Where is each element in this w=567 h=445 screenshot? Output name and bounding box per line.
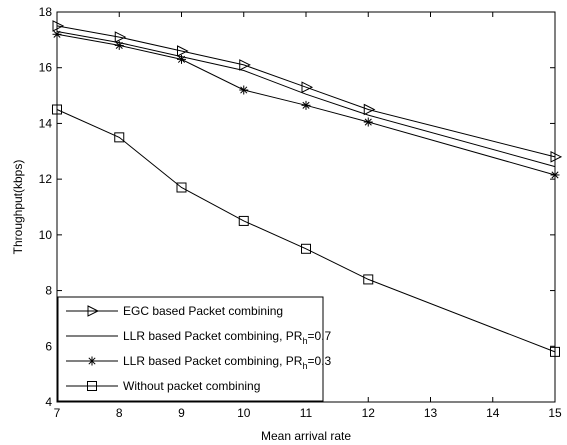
- series-line: [56, 25, 556, 158]
- data-point: [114, 132, 125, 143]
- legend-label: LLR based Packet combining, PRh=0.7: [123, 329, 331, 346]
- legend: EGC based Packet combining LLR based Pack…: [57, 296, 331, 402]
- data-point: [238, 215, 249, 226]
- legend-label-suffix: =0.7: [307, 329, 331, 343]
- x-tick-label: 8: [116, 406, 123, 420]
- x-tick-label: 7: [54, 406, 61, 420]
- legend-label-text: EGC based Packet combining: [123, 304, 283, 318]
- x-tick-label: 12: [362, 406, 376, 420]
- legend-label: Without packet combining: [123, 379, 260, 393]
- y-tick-label: 14: [39, 116, 53, 130]
- legend-marker: [87, 305, 100, 317]
- y-tick-label: 18: [39, 5, 53, 19]
- legend-item: LLR based Packet combining, PRh=0.3: [66, 354, 331, 371]
- legend-label-text: Without packet combining: [123, 379, 260, 393]
- legend-label-subscript: h: [302, 336, 307, 346]
- series-3: [52, 29, 560, 180]
- data-point: [239, 59, 251, 71]
- y-tick-label: 6: [45, 339, 52, 353]
- x-tick-label: 14: [486, 406, 500, 420]
- legend-label: LLR based Packet combining, PRh=0.3: [123, 354, 331, 371]
- y-tick-label: 16: [39, 61, 53, 75]
- x-tick-label: 15: [548, 406, 562, 420]
- y-tick-label: 10: [39, 228, 53, 242]
- data-point: [114, 31, 127, 43]
- data-point: [301, 81, 314, 94]
- legend-label: EGC based Packet combining: [123, 304, 283, 318]
- y-axis-label: Throughput(kbps): [11, 160, 25, 255]
- x-tick-label: 13: [424, 406, 438, 420]
- data-point: [176, 182, 187, 193]
- data-point: [363, 103, 376, 116]
- legend-label-subscript: h: [302, 361, 307, 371]
- series-1: [52, 20, 563, 163]
- legend-item: Without packet combining: [66, 379, 260, 393]
- data-point: [550, 346, 560, 357]
- y-tick-label: 4: [45, 395, 52, 409]
- axis-ticks: 7 8 9 10 11 12 13 14 15 4 6 8 10 12 14 16 18: [39, 5, 562, 420]
- x-axis-label: Mean arrival rate: [261, 429, 351, 443]
- data-point: [52, 104, 62, 115]
- legend-label-text: LLR based Packet combining, PR: [123, 354, 303, 368]
- data-point: [301, 100, 311, 110]
- series-4: [52, 104, 560, 357]
- data-point: [363, 274, 374, 285]
- data-point: [177, 54, 186, 64]
- data-point: [177, 45, 189, 57]
- legend-label-suffix: =0.3: [307, 354, 331, 368]
- data-point: [550, 170, 560, 180]
- legend-marker: [87, 381, 97, 391]
- data-point: [550, 151, 563, 163]
- legend-item: LLR based Packet combining, PRh=0.7: [66, 329, 331, 346]
- x-tick-label: 11: [300, 406, 313, 420]
- legend-box: [57, 296, 324, 402]
- legend-marker: [87, 356, 97, 366]
- series-layer: [52, 20, 563, 357]
- data-point: [363, 117, 373, 127]
- data-point: [239, 85, 249, 95]
- x-tick-label: 10: [237, 406, 251, 420]
- x-tick-label: 9: [178, 406, 185, 420]
- data-point: [114, 40, 124, 50]
- y-tick-label: 8: [45, 284, 52, 298]
- legend-item: EGC based Packet combining: [66, 304, 283, 318]
- series-line: [56, 109, 556, 353]
- data-point: [301, 243, 311, 254]
- legend-label-text: LLR based Packet combining, PR: [123, 329, 303, 343]
- y-tick-label: 12: [39, 172, 53, 186]
- data-point: [52, 20, 65, 32]
- data-point: [52, 29, 62, 39]
